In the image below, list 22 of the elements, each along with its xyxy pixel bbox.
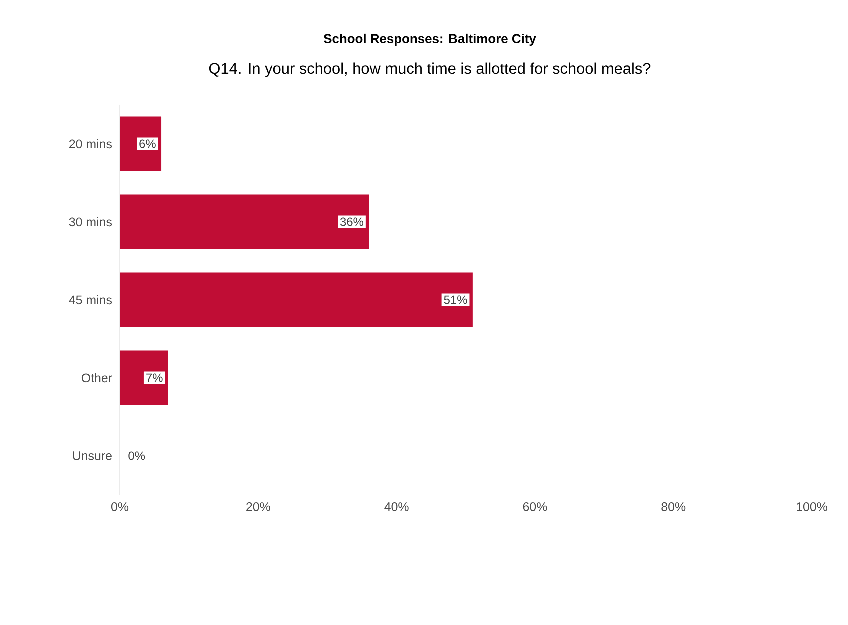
x-tick-label: 60% <box>523 502 548 512</box>
x-tick-label: 20% <box>246 502 270 512</box>
y-tick-label: Unsure <box>73 452 112 460</box>
chart-title: School Responses: Baltimore City <box>324 34 536 46</box>
y-tick-label: Other <box>82 373 112 383</box>
x-tick-label: 80% <box>662 502 686 512</box>
x-tick-label: 100% <box>797 502 828 512</box>
bar <box>120 194 370 250</box>
y-tick-label: 45 mins <box>69 295 112 305</box>
y-tick-label: 30 mins <box>69 217 112 227</box>
chart-subtitle: Q14. In your school, how much time is allotted for school meals? <box>209 62 651 78</box>
data-label: 6% <box>140 140 156 148</box>
x-tick-label: 0% <box>111 502 129 512</box>
data-label: 7% <box>146 374 163 382</box>
bar <box>120 116 162 172</box>
data-label: 36% <box>340 218 364 226</box>
bar <box>120 272 473 328</box>
x-tick-label: 40% <box>384 502 409 512</box>
data-label: 51% <box>444 296 468 304</box>
bar <box>120 350 168 406</box>
data-label: 0% <box>128 452 146 460</box>
y-tick-label: 20 mins <box>70 139 112 149</box>
